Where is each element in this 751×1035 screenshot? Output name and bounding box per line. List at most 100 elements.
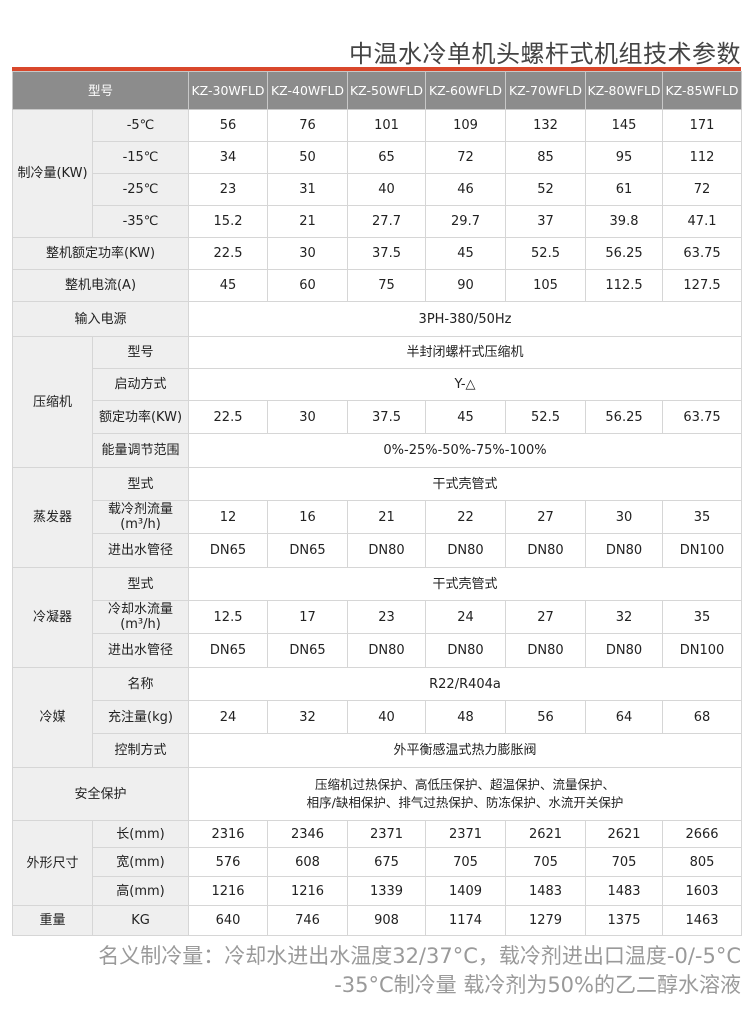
value-cell: 2371 [425,820,507,848]
value-cell: 112.5 [585,269,664,302]
table-row: 载冷剂流量(m³/h) 12 16 21 22 27 30 35 [13,500,743,534]
value-cell: 705 [585,847,664,877]
value-cell: 171 [662,109,743,142]
value-cell: 37.5 [347,400,427,434]
value-cell: 45 [425,237,507,270]
row-label: 型式 [91,467,190,501]
table-row: 输入电源 3PH-380/50Hz [11,301,743,337]
accent-divider [12,67,741,71]
protection-line: 相序/缺相保护、排气过热保护、防冻保护、水流开关保护 [306,795,624,810]
row-label: 额定功率(KW) [91,400,190,434]
table-row: 重量 KG 640 746 908 1174 1279 1375 1463 [12,905,743,936]
header-model: KZ-70WFLD [505,71,587,110]
value-cell: 63.75 [662,400,743,434]
table-row: 制冷量(KW) -5℃ 56 76 101 109 132 145 171 [12,109,743,238]
row-label: 高(mm) [91,876,190,906]
value-cell: DN80 [425,533,507,568]
row-label: 型式 [91,567,190,601]
value-cell: 17 [267,600,349,634]
table-row: 冷凝器 型式 干式壳管式 [12,567,743,668]
spanning-value: 0%-25%-50%-75%-100% [188,433,743,468]
value-cell: 576 [188,847,269,877]
value-cell: 112 [662,141,743,174]
value-cell: 2621 [585,820,664,848]
value-cell: DN80 [505,633,587,668]
value-cell: 1216 [267,876,349,906]
value-cell: 22 [425,500,507,534]
row-label: 型号 [91,336,190,369]
spec-table: 型号 KZ-30WFLD KZ-40WFLD KZ-50WFLD KZ-60WFLD KZ… [11,71,743,936]
value-cell: 127.5 [662,269,743,302]
value-cell: 30 [267,237,349,270]
spanning-value: 3PH-380/50Hz [188,301,743,337]
value-cell: 21 [347,500,427,534]
value-cell: 39.8 [585,205,664,238]
spanning-value: 压缩机过热保护、高低压保护、超温保护、流量保护、 相序/缺相保护、排气过热保护、防… [188,767,743,821]
value-cell: 2346 [267,820,349,848]
value-cell: 1174 [425,905,507,936]
row-label: 载冷剂流量(m³/h) [91,500,190,534]
group-label: 蒸发器 [12,467,93,568]
value-cell: 705 [505,847,587,877]
footnote: 名义制冷量：冷却水进出水温度32/37°C，载冷剂进出口温度-0/-5°C -3… [98,942,741,1000]
group-label: 整机电流(A) [11,269,190,302]
value-cell: 1409 [425,876,507,906]
group-label: 重量 [12,905,93,936]
group-label: 外形尺寸 [12,820,93,906]
row-label: 能量调节范围 [91,433,190,468]
row-label: 长(mm) [91,820,190,848]
value-cell: 60 [267,269,349,302]
table-row: 能量调节范围 0%-25%-50%-75%-100% [13,433,743,468]
value-cell: DN80 [347,633,427,668]
spanning-value: Y-△ [188,368,743,401]
table-row: 宽(mm) 576 608 675 705 705 705 805 [13,847,743,877]
value-cell: DN80 [505,533,587,568]
row-label: 启动方式 [91,368,190,401]
value-cell: 50 [267,141,349,174]
group-label: 制冷量(KW) [12,109,93,238]
header-model-label: 型号 [11,71,190,110]
value-cell: 105 [505,269,587,302]
table-row: 安全保护 压缩机过热保护、高低压保护、超温保护、流量保护、 相序/缺相保护、排气过热… [11,767,743,821]
row-label: -15℃ [91,141,190,174]
value-cell: 48 [425,700,507,734]
value-cell: 23 [347,600,427,634]
table-row: 充注量(kg) 24 32 40 48 56 64 68 [13,700,743,734]
value-cell: 27 [505,500,587,534]
value-cell: 15.2 [188,205,269,238]
row-label: 宽(mm) [91,847,190,877]
row-label: 进出水管径 [91,533,190,568]
value-cell: 35 [662,500,743,534]
value-cell: 56.25 [585,237,664,270]
value-cell: DN65 [267,633,349,668]
value-cell: 65 [347,141,427,174]
value-cell: DN80 [585,533,664,568]
value-cell: 608 [267,847,349,877]
value-cell: 56.25 [585,400,664,434]
value-cell: 45 [188,269,269,302]
value-cell: 21 [267,205,349,238]
value-cell: 35 [662,600,743,634]
header-model: KZ-85WFLD [662,71,743,110]
header-model: KZ-80WFLD [585,71,664,110]
spanning-value: 干式壳管式 [188,567,743,601]
value-cell: 746 [267,905,349,936]
value-cell: 1279 [505,905,587,936]
value-cell: 24 [188,700,269,734]
value-cell: 22.5 [188,237,269,270]
value-cell: 52 [505,173,587,206]
row-label: 充注量(kg) [91,700,190,734]
value-cell: 23 [188,173,269,206]
row-label: -5℃ [91,109,190,142]
header-model: KZ-40WFLD [267,71,349,110]
value-cell: 1483 [505,876,587,906]
value-cell: 30 [585,500,664,534]
value-cell: 2621 [505,820,587,848]
value-cell: 27.7 [347,205,427,238]
table-row: 外形尺寸 长(mm) 2316 2346 2371 2371 2621 2621 2666 [12,820,743,906]
group-label: 压缩机 [12,336,93,468]
value-cell: 22.5 [188,400,269,434]
value-cell: 63.75 [662,237,743,270]
value-cell: 30 [267,400,349,434]
header-model: KZ-50WFLD [347,71,427,110]
